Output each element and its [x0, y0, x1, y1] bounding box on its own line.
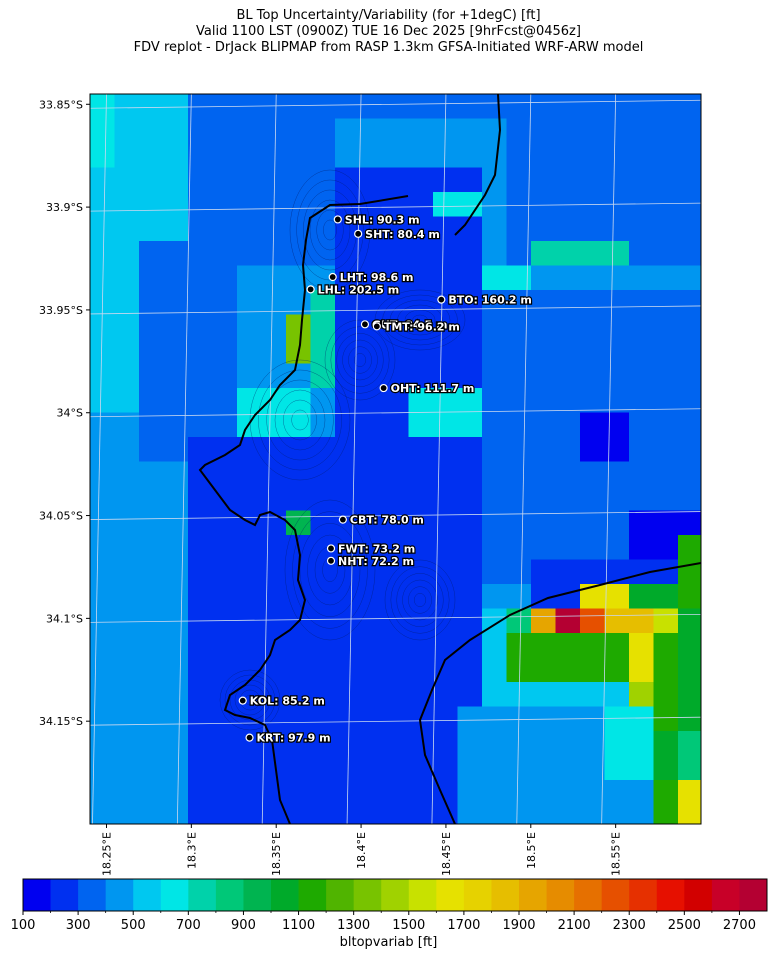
- variability-grid: [90, 94, 701, 824]
- station-dot: [326, 544, 336, 553]
- station-label: BTO: 160.2 m: [448, 294, 532, 307]
- colorbar-segment: [574, 879, 603, 911]
- station-label: CBT: 78.0 m: [350, 514, 424, 527]
- longitude-axis: 18.25°E 18.3°E 18.35°E 18.4°E 18.45°E 18.5°E 1…: [100, 824, 623, 876]
- lat-tick-label: 34°S: [57, 407, 83, 420]
- colorbar-tick-label: 300: [65, 918, 91, 933]
- coastline: [198, 94, 701, 824]
- lon-tick-label: 18.55°E: [610, 832, 623, 876]
- station-label: KRT: 97.9 m: [257, 732, 331, 745]
- lat-tick-label: 34.05°S: [39, 510, 83, 523]
- lon-tick-label: 18.25°E: [100, 832, 113, 876]
- colorbar-tick-label: 1700: [447, 918, 481, 933]
- colorbar-segment: [684, 879, 713, 911]
- colorbar-segment: [381, 879, 410, 911]
- station-label: FWT: 73.2 m: [338, 542, 415, 555]
- colorbar-segment: [215, 879, 244, 911]
- colorbar-tick-label: 1300: [337, 918, 371, 933]
- lon-tick-label: 18.5°E: [525, 832, 538, 869]
- lon-tick-label: 18.3°E: [185, 832, 198, 869]
- station-dot: [354, 229, 363, 238]
- station-label: SHT: 80.4 m: [365, 228, 440, 241]
- terrain-contours: [219, 169, 466, 731]
- lon-tick-label: 18.45°E: [440, 832, 453, 876]
- station-dot: [338, 515, 347, 524]
- station-label: GUT: 84.5 m: [372, 318, 448, 331]
- colorbar-segment: [160, 879, 189, 911]
- lat-tick-label: 34.15°S: [39, 715, 83, 728]
- colorbar-segment: [491, 879, 520, 911]
- colorbar-segment: [188, 879, 217, 911]
- colorbar-segment: [601, 879, 630, 911]
- colorbar-tick-label: 900: [231, 918, 256, 933]
- colorbar-segment: [271, 879, 299, 911]
- lon-tick-label: 18.35°E: [270, 832, 283, 876]
- colorbar-tick-label: 1900: [502, 918, 536, 933]
- colorbar-segment: [711, 879, 740, 911]
- title-line-2: Valid 1100 LST (0900Z) TUE 16 Dec 2025 […: [196, 24, 581, 39]
- plot-frame: [89, 93, 702, 825]
- colorbar-segment: [353, 879, 382, 911]
- station-dot: [328, 272, 337, 282]
- station-label: OHT: 111.7 m: [391, 382, 475, 395]
- map-title: BL Top Uncertainty/Variability (for +1de…: [0, 8, 777, 56]
- title-line-1: BL Top Uncertainty/Variability (for +1de…: [236, 8, 541, 23]
- station-dot: [306, 285, 315, 294]
- colorbar-segment: [78, 879, 107, 911]
- colorbar-segment: [436, 879, 465, 911]
- station-label: LHT: 98.6 m: [340, 271, 414, 284]
- latitude-axis: 33.85°S 33.9°S 33.95°S 34°S 34.05°S 34.1°S 34.…: [39, 98, 90, 728]
- colorbar-tick-label: 700: [175, 918, 201, 933]
- lat-tick-label: 33.95°S: [39, 304, 83, 317]
- colorbar-tick-label: 2300: [612, 918, 646, 933]
- station-label: TMT: 96.2 m: [384, 320, 460, 333]
- lat-tick-label: 33.85°S: [39, 98, 83, 111]
- colorbar-segment: [243, 879, 272, 911]
- colorbar-tick-label: 2500: [667, 918, 701, 933]
- colorbar-tick-labels: 100 300 500 700 900 1100 1300 1500 1700 1900 2100 2…: [0, 918, 777, 938]
- colorbar-segment: [50, 879, 79, 911]
- station-dot: [333, 215, 342, 224]
- graticule-lines: [90, 94, 701, 824]
- colorbar-segment: [656, 879, 685, 911]
- station-dot: [437, 295, 446, 304]
- colorbar-segment: [739, 879, 768, 911]
- colorbar-segment: [298, 879, 327, 911]
- colorbar-segment: [326, 879, 355, 911]
- lon-tick-label: 18.4°E: [355, 832, 368, 869]
- colorbar-tick-label: 1500: [392, 918, 426, 933]
- station-dot: [379, 383, 388, 393]
- title-line-3: FDV replot - DrJack BLIPMAP from RASP 1.…: [133, 40, 644, 55]
- colorbar-tick-label: 2700: [722, 918, 756, 933]
- station-dot: [238, 696, 247, 705]
- station-dot: [360, 320, 370, 329]
- colorbar-segment: [546, 879, 575, 911]
- colorbar: [22, 878, 768, 915]
- station-label: NHT: 72.2 m: [338, 555, 414, 568]
- colorbar-label: bltopvariab [ft]: [339, 935, 438, 950]
- station-label: KOL: 85.2 m: [250, 695, 325, 708]
- station-dot: [326, 556, 336, 565]
- station-dot: [372, 322, 381, 331]
- colorbar-tick-label: 2100: [557, 918, 591, 933]
- colorbar-segment: [463, 879, 492, 911]
- station-dot: [245, 733, 254, 742]
- colorbar-segment: [105, 879, 134, 911]
- lat-tick-label: 33.9°S: [46, 201, 83, 214]
- colorbar-tick-label: 500: [120, 918, 146, 933]
- colorbar-segment: [629, 879, 658, 911]
- colorbar-segment: [519, 879, 547, 911]
- colorbar-segment: [133, 879, 162, 911]
- colorbar-segment: [408, 879, 437, 911]
- colorbar-tick-label: 100: [10, 918, 36, 933]
- colorbar-segment: [23, 879, 51, 911]
- station-label: SHL: 90.3 m: [345, 213, 420, 226]
- colorbar-tick-label: 1100: [282, 918, 316, 933]
- lat-tick-label: 34.1°S: [46, 612, 83, 625]
- station-label: LHL: 202.5 m: [318, 283, 400, 296]
